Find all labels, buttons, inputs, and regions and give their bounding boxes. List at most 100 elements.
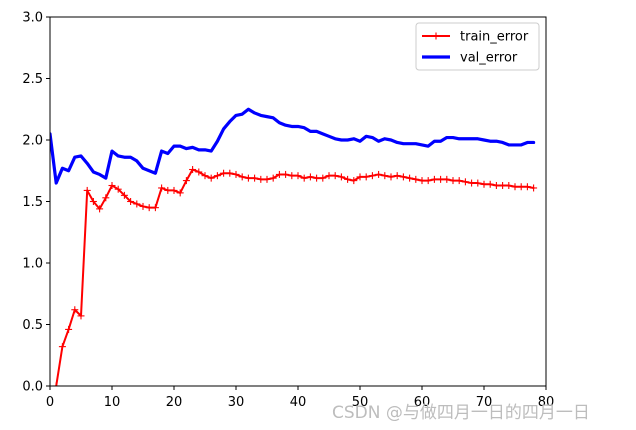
data-point [238,173,246,181]
data-point [114,185,122,193]
data-point [368,172,376,180]
data-point [96,205,104,213]
data-point [412,175,420,183]
x-tick-label: 10 [104,395,121,410]
legend-label: val_error [460,51,518,66]
data-point [213,172,221,180]
y-tick-label: 2.5 [22,72,43,87]
data-point [139,202,147,210]
x-tick-label: 70 [476,395,493,410]
y-tick-label: 0.0 [22,380,43,395]
legend: train_error val_error [415,22,540,71]
data-point [294,172,302,180]
data-point [102,194,110,202]
y-tick-label: 2.0 [22,134,43,149]
data-point [127,198,135,205]
data-point [251,174,259,182]
data-point [300,174,308,182]
data-point [145,204,153,212]
data-point [325,172,333,180]
legend-item-val-error: val_error [422,51,518,66]
data-point [232,170,240,178]
data-point [65,325,73,333]
data-point [344,175,352,183]
data-point [492,182,500,190]
y-tick-label: 3.0 [22,11,43,26]
plot-frame [50,17,546,386]
data-point [331,172,339,180]
data-point [275,170,283,178]
data-point [449,177,457,185]
data-point [158,184,166,192]
y-tick-label: 1.0 [22,257,43,272]
data-point [176,189,184,197]
y-tick-label: 0.5 [22,318,43,333]
data-point [220,169,228,177]
axes-frame [49,16,547,387]
data-point [499,182,507,190]
data-point [387,173,395,181]
x-tick-label: 30 [228,395,245,410]
data-point [486,180,494,188]
legend-item-train-error: train_error [422,30,529,45]
x-tick-label: 60 [414,395,431,410]
data-point [468,179,476,187]
data-point [362,173,370,181]
data-point [313,174,321,182]
data-point [263,175,271,183]
data-point [443,175,451,183]
data-point [170,186,178,194]
data-point [356,173,364,181]
data-point [108,182,116,190]
y-tick-label: 1.5 [22,195,43,210]
x-tick-label: 0 [46,395,54,410]
data-point [151,204,159,212]
data-point [226,169,234,177]
data-point [288,172,296,180]
x-tick-label: 50 [352,395,369,410]
data-point [474,179,482,187]
data-point [375,170,383,178]
data-point [201,172,209,180]
data-point [418,177,426,185]
data-point [269,174,277,182]
data-point [399,173,407,181]
data-point [58,343,66,351]
y-axis: 0.0 0.5 1.0 1.5 2.0 2.5 3.0 [22,11,50,395]
x-tick-label: 40 [290,395,307,410]
data-point [523,183,531,191]
data-point [480,180,488,188]
data-point [257,175,265,183]
data-point [505,182,513,190]
data-point [207,174,215,182]
series-layer [50,107,538,386]
x-axis: 0 10 20 30 40 50 60 70 80 [46,386,554,410]
data-point [182,177,190,185]
data-point [71,306,79,314]
data-point [437,175,445,183]
data-point [381,172,389,180]
data-point [319,174,327,182]
data-point [244,174,252,182]
data-point [455,177,463,185]
data-point [337,173,345,181]
series-train-error [52,166,538,386]
data-point [306,173,314,181]
data-point [77,312,85,320]
x-tick-label: 80 [538,395,555,410]
series-line-val-error [50,107,536,185]
plot-area [50,17,546,386]
x-tick-label: 20 [166,395,183,410]
data-point [83,186,91,194]
data-point [189,166,197,174]
data-point [530,184,538,192]
data-point [430,175,438,183]
data-point [89,198,97,205]
legend-label: train_error [460,30,529,45]
data-point [164,186,172,194]
data-point [282,170,290,178]
data-point [350,177,358,185]
data-point [120,191,128,199]
data-point [393,172,401,180]
